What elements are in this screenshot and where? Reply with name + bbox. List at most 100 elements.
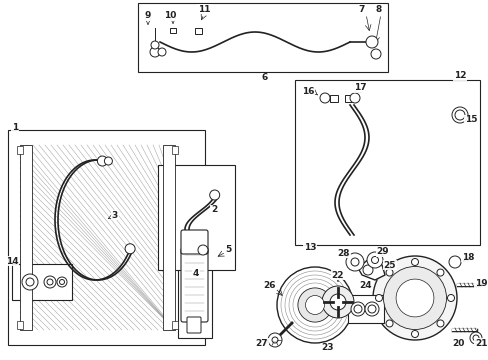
- Bar: [20, 145, 32, 330]
- Bar: [17, 146, 23, 154]
- Circle shape: [150, 47, 160, 57]
- Circle shape: [366, 252, 382, 268]
- Text: 1: 1: [12, 122, 18, 131]
- Circle shape: [44, 276, 56, 288]
- Circle shape: [395, 279, 433, 317]
- FancyBboxPatch shape: [181, 230, 207, 254]
- Circle shape: [151, 41, 159, 49]
- Circle shape: [209, 190, 219, 200]
- Circle shape: [447, 294, 453, 302]
- Bar: [12, 264, 72, 300]
- Text: 27: 27: [255, 338, 268, 347]
- Bar: [294, 80, 479, 245]
- Text: 25: 25: [383, 261, 395, 270]
- Bar: [195, 28, 202, 34]
- Bar: [158, 165, 235, 270]
- Text: 17: 17: [353, 84, 366, 93]
- Text: 23: 23: [321, 343, 334, 352]
- Text: 3: 3: [112, 211, 118, 220]
- Bar: [8, 130, 204, 345]
- Circle shape: [350, 258, 358, 266]
- Text: 4: 4: [192, 269, 199, 278]
- Circle shape: [47, 279, 53, 285]
- Circle shape: [305, 296, 324, 315]
- Bar: [347, 295, 383, 323]
- Text: 13: 13: [303, 243, 316, 252]
- Text: 9: 9: [144, 12, 151, 21]
- Circle shape: [267, 333, 282, 347]
- Bar: [178, 210, 212, 338]
- Circle shape: [297, 288, 331, 322]
- Text: 29: 29: [376, 248, 388, 256]
- Circle shape: [383, 266, 446, 329]
- Text: 28: 28: [337, 248, 349, 257]
- Circle shape: [367, 305, 375, 313]
- Circle shape: [472, 335, 478, 341]
- Text: 2: 2: [210, 206, 217, 215]
- Text: 26: 26: [263, 280, 276, 289]
- Text: 18: 18: [461, 252, 473, 261]
- Text: 11: 11: [197, 4, 210, 13]
- Circle shape: [26, 278, 34, 286]
- Circle shape: [370, 49, 380, 59]
- Circle shape: [469, 332, 481, 344]
- Circle shape: [365, 36, 377, 48]
- Text: 14: 14: [6, 256, 18, 266]
- Bar: [329, 95, 337, 102]
- Text: 22: 22: [331, 270, 344, 279]
- Circle shape: [448, 256, 460, 268]
- Text: 6: 6: [262, 73, 267, 82]
- Bar: [138, 3, 387, 72]
- Text: 7: 7: [358, 4, 365, 13]
- Circle shape: [454, 110, 464, 120]
- Circle shape: [411, 258, 418, 266]
- Circle shape: [158, 48, 165, 56]
- Text: 10: 10: [163, 12, 176, 21]
- Circle shape: [350, 302, 364, 316]
- Text: 24: 24: [359, 280, 371, 289]
- Circle shape: [346, 253, 363, 271]
- Text: 8: 8: [375, 4, 381, 13]
- Circle shape: [353, 305, 361, 313]
- Circle shape: [319, 93, 329, 103]
- Text: 5: 5: [224, 246, 231, 255]
- Polygon shape: [357, 258, 384, 280]
- Text: 15: 15: [464, 116, 476, 125]
- Circle shape: [104, 157, 112, 165]
- Circle shape: [271, 337, 278, 343]
- FancyBboxPatch shape: [186, 317, 201, 333]
- Text: 19: 19: [474, 279, 487, 288]
- Circle shape: [385, 320, 392, 327]
- Circle shape: [60, 279, 64, 284]
- Circle shape: [385, 269, 392, 276]
- Circle shape: [97, 156, 107, 166]
- Bar: [17, 321, 23, 329]
- Circle shape: [372, 256, 456, 340]
- Circle shape: [125, 244, 135, 254]
- Circle shape: [436, 320, 443, 327]
- Circle shape: [198, 245, 207, 255]
- Text: 20: 20: [451, 338, 463, 347]
- FancyBboxPatch shape: [181, 248, 207, 322]
- Circle shape: [375, 294, 382, 302]
- Circle shape: [362, 265, 372, 275]
- Circle shape: [22, 274, 38, 290]
- Circle shape: [371, 256, 378, 264]
- Circle shape: [411, 330, 418, 338]
- Circle shape: [276, 267, 352, 343]
- Bar: [170, 28, 176, 33]
- Circle shape: [451, 107, 467, 123]
- Text: 16: 16: [301, 87, 314, 96]
- Circle shape: [349, 93, 359, 103]
- Circle shape: [321, 286, 353, 318]
- Bar: [345, 95, 352, 102]
- Text: 21: 21: [474, 338, 486, 347]
- Circle shape: [329, 294, 346, 310]
- Text: 12: 12: [453, 72, 465, 81]
- Circle shape: [364, 302, 378, 316]
- Bar: [20, 145, 175, 330]
- Bar: [172, 321, 178, 329]
- Circle shape: [57, 277, 67, 287]
- Circle shape: [436, 269, 443, 276]
- Bar: [163, 145, 175, 330]
